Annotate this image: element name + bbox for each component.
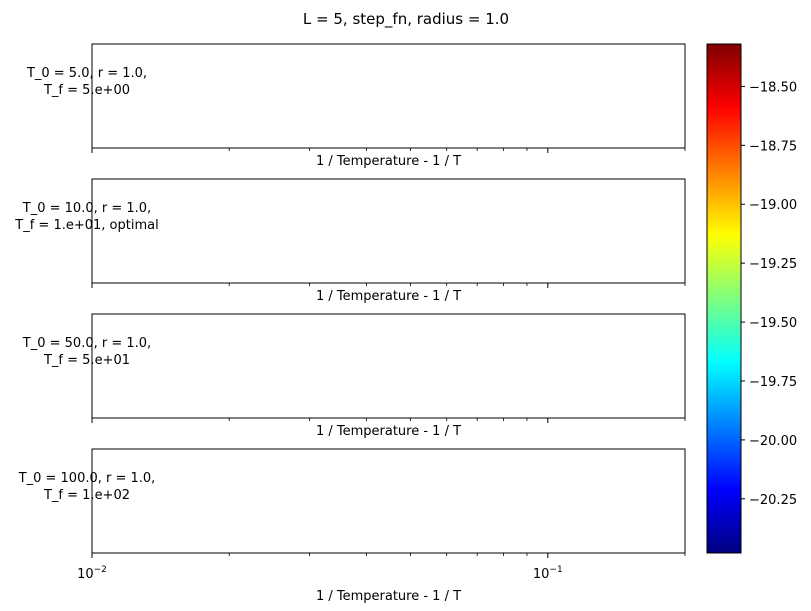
x-tick-label: 10−2 — [77, 565, 107, 582]
subplot-label-line: T_0 = 50.0, r = 1.0, — [22, 336, 151, 351]
x-tick-label: 10−1 — [533, 565, 563, 582]
subplot-frame — [91, 313, 686, 419]
subplots: T_0 = 5.0, r = 1.0, T_f = 5.e+00 1 / Tempe… — [14, 43, 686, 604]
x-axis-label: 1 / Temperature - 1 / T — [316, 589, 461, 604]
colorbar-tick-label: −19.75 — [749, 375, 797, 390]
subplot-label-line: T_0 = 100.0, r = 1.0, — [18, 471, 156, 486]
colorbar: −18.50 −18.75 −19.00 −19.25 −19.50 −19.75 −20.… — [706, 43, 797, 554]
subplot-label-line: T_0 = 10.0, r = 1.0, — [22, 201, 151, 216]
colorbar-tick-label: −19.00 — [749, 198, 797, 213]
subplot-frame — [91, 448, 686, 554]
subplot-4: T_0 = 100.0, r = 1.0, T_f = 1.e+02 1 / Tem… — [18, 448, 686, 604]
subplot-label-line: T_0 = 5.0, r = 1.0, — [26, 66, 147, 81]
colorbar-tick-label: −20.25 — [749, 493, 797, 508]
colorbar-gradient — [706, 43, 742, 554]
subplot-3: T_0 = 50.0, r = 1.0, T_f = 5.e+01 1 / Temp… — [22, 313, 686, 439]
colorbar-tick-label: −18.75 — [749, 139, 797, 154]
figure-title: L = 5, step_fn, radius = 1.0 — [303, 10, 509, 29]
x-axis-label: 1 / Temperature - 1 / T — [316, 154, 461, 169]
colorbar-tick-label: −19.50 — [749, 316, 797, 331]
colorbar-tick-label: −20.00 — [749, 434, 797, 449]
subplot-label-line: T_f = 5.e+00 — [43, 83, 130, 98]
subplot-frame — [91, 43, 686, 149]
subplot-2: T_0 = 10.0, r = 1.0, T_f = 1.e+01, optima… — [14, 178, 686, 304]
x-axis-label: 1 / Temperature - 1 / T — [316, 289, 461, 304]
colorbar-tick-label: −19.25 — [749, 257, 797, 272]
subplot-label-line: T_f = 5.e+01 — [43, 353, 130, 368]
subplot-1: T_0 = 5.0, r = 1.0, T_f = 5.e+00 1 / Tempe… — [26, 43, 686, 169]
subplot-frame — [91, 178, 686, 284]
subplot-label-line: T_f = 1.e+02 — [43, 488, 130, 503]
colorbar-tick-label: −18.50 — [749, 80, 797, 95]
subplot-label-line: T_f = 1.e+01, optimal — [14, 218, 158, 233]
x-axis-label: 1 / Temperature - 1 / T — [316, 424, 461, 439]
